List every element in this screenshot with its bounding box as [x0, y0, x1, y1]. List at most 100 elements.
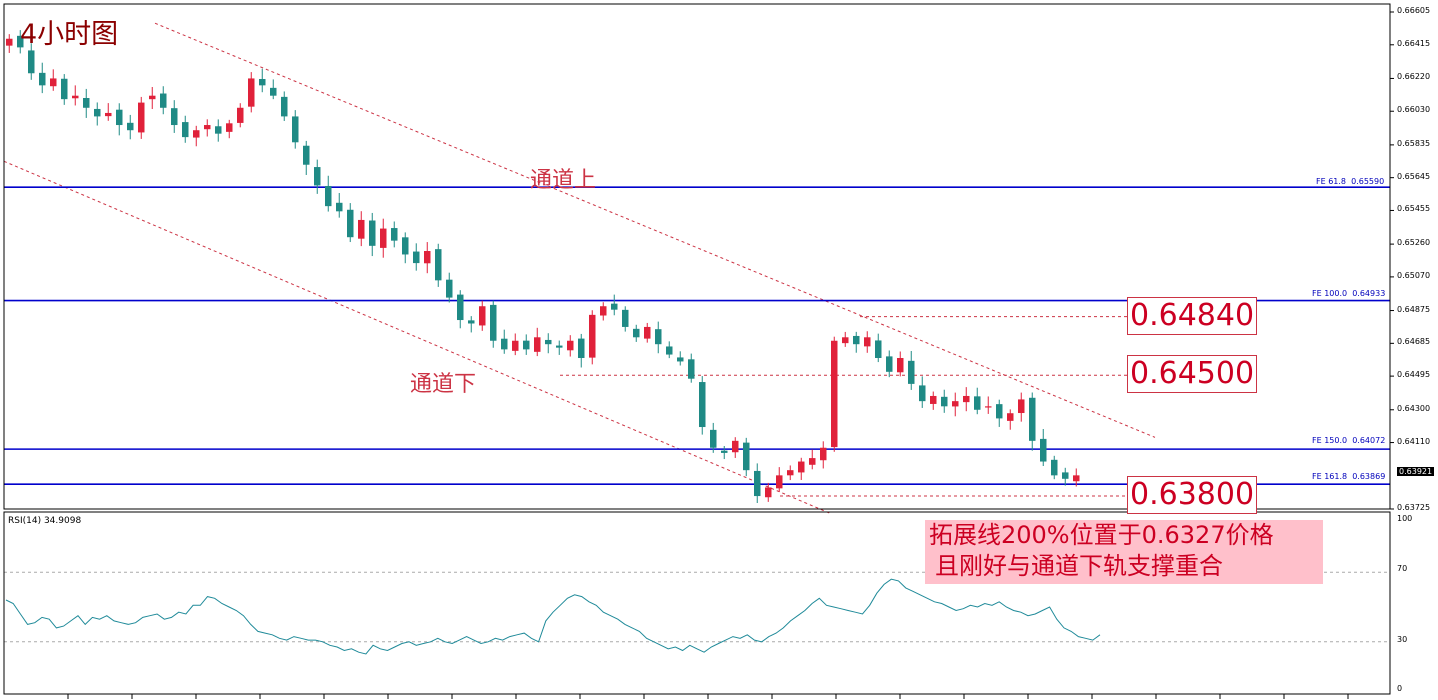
- candle-body: [325, 185, 332, 207]
- price-panel-border: [3, 3, 1391, 510]
- candle-body: [17, 35, 24, 48]
- candle-body: [83, 98, 90, 108]
- candle-body: [61, 78, 68, 100]
- candle-body: [270, 87, 277, 96]
- candle-body: [908, 360, 915, 384]
- candle-body: [512, 340, 519, 351]
- candle-body: [710, 429, 717, 448]
- fe-label-name: FE 100.0: [1312, 289, 1348, 298]
- channel-lower-label: 通道下: [410, 372, 477, 397]
- candle-body: [699, 382, 706, 428]
- candle-body: [534, 337, 541, 352]
- candle-body: [457, 294, 464, 321]
- candle-body: [941, 396, 948, 407]
- price-tick-label: 0.64875: [1397, 304, 1431, 314]
- fe-label-value: 0.65590: [1351, 177, 1385, 186]
- price-tick-label: 0.65645: [1397, 171, 1431, 181]
- rsi-tick-70: 70: [1397, 564, 1408, 573]
- candle-body: [501, 338, 508, 350]
- candle-body: [435, 249, 442, 281]
- candle-body: [732, 440, 739, 453]
- candle-body: [358, 219, 365, 239]
- candle-body: [369, 220, 376, 246]
- dashed-levels: [560, 316, 1127, 497]
- candle-body: [919, 385, 926, 402]
- candle-body: [391, 228, 398, 241]
- candle-body: [578, 338, 585, 359]
- candle-body: [875, 340, 882, 359]
- candle-body: [314, 167, 321, 186]
- channel-lower-line: [3, 160, 831, 514]
- candle-body: [413, 251, 420, 264]
- fe-label-61-8: FE 61.8 0.65590: [1316, 177, 1384, 186]
- rsi-label: RSI(14) 34.9098: [8, 516, 82, 526]
- price-tick-label: 0.65070: [1397, 270, 1431, 280]
- candle-body: [721, 450, 728, 453]
- trend-channel: [3, 22, 1156, 514]
- candle-body: [1007, 413, 1014, 421]
- candle-body: [303, 145, 310, 165]
- candle-body: [567, 340, 574, 351]
- candle-body: [633, 328, 640, 338]
- fe-label-name: FE 150.0: [1312, 436, 1348, 445]
- candle-body: [853, 335, 860, 345]
- candle-body: [226, 123, 233, 132]
- candle-body: [677, 357, 684, 362]
- candle-body: [798, 461, 805, 473]
- candle-body: [820, 447, 827, 461]
- candle-body: [6, 38, 13, 46]
- candle-body: [215, 126, 222, 134]
- candle-body: [831, 340, 838, 448]
- candle-body: [72, 95, 79, 99]
- candle-body: [622, 309, 629, 327]
- candle-body: [765, 487, 772, 498]
- candle-body: [1040, 438, 1047, 462]
- candle-body: [589, 314, 596, 358]
- candle-body: [193, 130, 200, 138]
- price-tick-label: 0.64110: [1397, 436, 1431, 446]
- candle-body: [776, 475, 783, 489]
- candle-body: [897, 358, 904, 373]
- candle-body: [204, 125, 211, 130]
- candle-body: [248, 78, 255, 107]
- fe-label-161-8: FE 161.8 0.63869: [1312, 472, 1385, 481]
- candle-body: [809, 458, 816, 465]
- rsi-tick-100: 100: [1397, 514, 1413, 523]
- price-tick-label: 0.64300: [1397, 403, 1431, 413]
- candle-body: [743, 442, 750, 471]
- price-tick-label: 0.65835: [1397, 138, 1431, 148]
- candle-body: [237, 107, 244, 123]
- candle-body: [1073, 475, 1080, 482]
- candle-body: [479, 306, 486, 326]
- rsi-tick-30: 30: [1397, 635, 1408, 644]
- candle-body: [380, 228, 387, 248]
- price-tick-label: 0.66415: [1397, 38, 1431, 48]
- fe-label-name: FE 61.8: [1316, 177, 1347, 186]
- chart-frame: [3, 3, 1394, 699]
- candle-body: [39, 72, 46, 86]
- price-tick-label: 0.65455: [1397, 204, 1431, 214]
- candle-body: [160, 93, 167, 108]
- candle-body: [336, 202, 343, 212]
- fe-label-name: FE 161.8: [1312, 472, 1348, 481]
- candle-body: [402, 237, 409, 255]
- candle-body: [666, 346, 673, 355]
- candle-body: [259, 78, 266, 86]
- fe-lines: [4, 186, 1390, 485]
- candle-body: [974, 396, 981, 410]
- price-box-64840: 0.64840: [1127, 297, 1258, 335]
- rsi-tick-0: 0: [1397, 684, 1403, 693]
- candle-body: [50, 78, 57, 87]
- candle-body: [688, 359, 695, 379]
- candle-body: [864, 337, 871, 347]
- price-tick-label: 0.64495: [1397, 370, 1431, 380]
- candle-body: [281, 96, 288, 117]
- rsi-line: [5, 578, 1101, 655]
- candle-body: [644, 326, 651, 339]
- rsi-panel-border: [3, 511, 1391, 695]
- price-tick-label: 0.66220: [1397, 72, 1431, 82]
- price-tick-label: 0.66030: [1397, 105, 1431, 115]
- price-box-63800: 0.63800: [1127, 476, 1258, 514]
- candle-body: [963, 395, 970, 403]
